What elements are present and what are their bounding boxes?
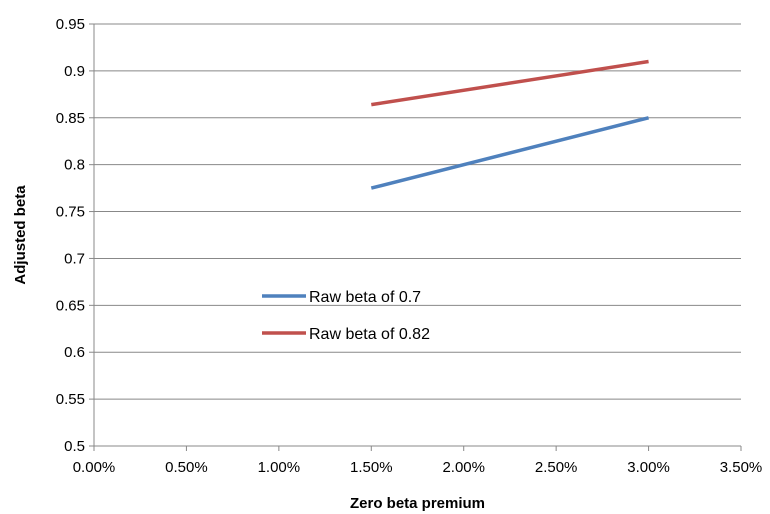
y-tick-label: 0.75	[56, 204, 85, 221]
legend: Raw beta of 0.7 Raw beta of 0.82	[262, 289, 430, 343]
x-tick-label: 2.50%	[535, 459, 578, 476]
y-tick-labels: 0.5 0.55 0.6 0.65 0.7 0.75 0.8 0.85 0.9 0.95	[56, 16, 85, 455]
y-tick-label: 0.85	[56, 110, 85, 127]
x-tick-label: 2.00%	[442, 459, 485, 476]
x-tick-label: 3.00%	[627, 459, 670, 476]
x-tick-labels: 0.00% 0.50% 1.00% 1.50% 2.00% 2.50% 3.00% 3.50%	[73, 459, 763, 476]
x-tick-label: 1.00%	[258, 459, 301, 476]
series-line	[371, 59, 649, 107]
gridlines	[89, 23, 741, 447]
x-tick-label: 1.50%	[350, 459, 393, 476]
series-lines	[370, 59, 650, 190]
legend-label: Raw beta of 0.82	[309, 326, 430, 343]
y-tick-label: 0.95	[56, 16, 85, 33]
legend-label: Raw beta of 0.7	[309, 289, 421, 306]
axes	[93, 24, 742, 451]
x-tick-label: 3.50%	[720, 459, 763, 476]
y-tick-label: 0.5	[64, 438, 85, 455]
x-axis-title: Zero beta premium	[350, 495, 485, 512]
y-tick-label: 0.8	[64, 157, 85, 174]
y-tick-label: 0.7	[64, 250, 85, 267]
x-tick-label: 0.50%	[165, 459, 208, 476]
y-axis-title: Adjusted beta	[12, 185, 29, 285]
series-line	[370, 116, 650, 190]
y-tick-label: 0.6	[64, 344, 85, 361]
x-tick-label: 0.00%	[73, 459, 116, 476]
y-tick-label: 0.55	[56, 391, 85, 408]
y-tick-label: 0.9	[64, 63, 85, 80]
y-tick-label: 0.65	[56, 297, 85, 314]
